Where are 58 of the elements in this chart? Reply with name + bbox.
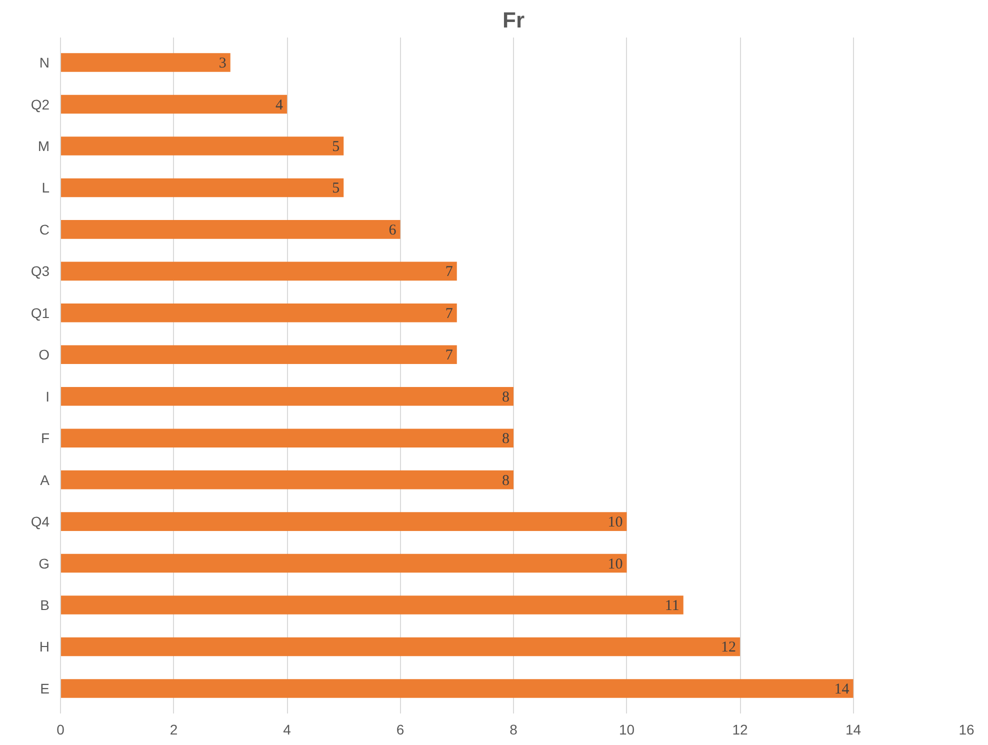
data-label: 8 — [502, 472, 510, 489]
y-tick-label: Q1 — [30, 304, 50, 321]
x-tick-label: 16 — [958, 722, 974, 738]
y-tick-label: F — [40, 430, 50, 446]
data-label: 3 — [218, 56, 226, 72]
data-label: 7 — [445, 306, 454, 322]
data-label: 10 — [608, 514, 623, 531]
x-tick-label: 4 — [283, 722, 292, 738]
y-tick-label: N — [39, 54, 50, 71]
y-tick-label: B — [40, 597, 50, 614]
y-tick-label: E — [40, 680, 50, 696]
data-label: 7 — [445, 264, 454, 280]
data-label: 4 — [276, 97, 284, 114]
y-tick-label: M — [38, 138, 50, 154]
data-label: 8 — [502, 431, 510, 448]
bar — [60, 178, 344, 198]
data-label: 7 — [445, 348, 454, 364]
data-label: 5 — [332, 138, 340, 155]
y-tick-label: C — [39, 221, 50, 238]
y-tick-label: O — [38, 346, 50, 363]
data-label: 8 — [502, 389, 510, 406]
bar — [60, 470, 514, 490]
x-tick-label: 6 — [396, 722, 404, 738]
data-label: 14 — [834, 681, 850, 698]
bar — [60, 428, 514, 448]
bar — [60, 345, 457, 364]
data-label: 11 — [664, 598, 680, 614]
x-tick-label: 8 — [510, 722, 518, 738]
bar — [60, 53, 230, 72]
bar — [60, 637, 740, 656]
bar — [60, 220, 400, 239]
x-tick-label: 14 — [845, 722, 862, 738]
bar — [60, 512, 627, 531]
bar — [60, 136, 344, 156]
y-tick-label: Q4 — [30, 514, 50, 530]
bar — [60, 596, 684, 614]
bar — [60, 386, 514, 406]
bar — [60, 304, 457, 322]
chart-title: Fr — [502, 8, 525, 32]
y-tick-label: L — [42, 180, 50, 196]
bar — [60, 94, 287, 114]
y-tick-label: G — [38, 555, 50, 572]
y-tick-label: I — [46, 388, 50, 404]
x-tick-label: 12 — [732, 722, 748, 738]
data-label: 6 — [388, 222, 397, 238]
x-tick-label: 10 — [618, 722, 635, 738]
y-tick-label: H — [39, 638, 50, 655]
y-tick-label: Q3 — [30, 263, 50, 280]
y-tick-label: A — [40, 472, 50, 488]
x-tick-label: 0 — [56, 722, 65, 738]
data-label: 10 — [608, 556, 623, 572]
bar — [60, 679, 854, 698]
y-tick-label: Q2 — [30, 96, 50, 112]
bar — [60, 554, 627, 573]
data-label: 5 — [332, 180, 340, 197]
data-label: 12 — [721, 640, 736, 656]
x-tick-label: 2 — [170, 722, 178, 738]
bar — [60, 262, 457, 281]
